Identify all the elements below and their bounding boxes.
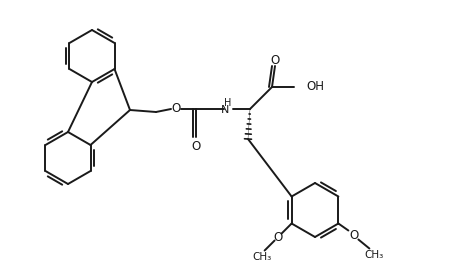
Text: O: O (172, 102, 180, 116)
Text: O: O (191, 140, 201, 152)
Text: N: N (221, 105, 229, 115)
Text: H: H (224, 98, 232, 108)
Text: CH₃: CH₃ (365, 250, 384, 259)
Text: O: O (350, 229, 359, 242)
Text: OH: OH (306, 80, 324, 94)
Text: CH₃: CH₃ (252, 251, 271, 262)
Text: O: O (270, 54, 280, 68)
Text: O: O (273, 231, 282, 244)
